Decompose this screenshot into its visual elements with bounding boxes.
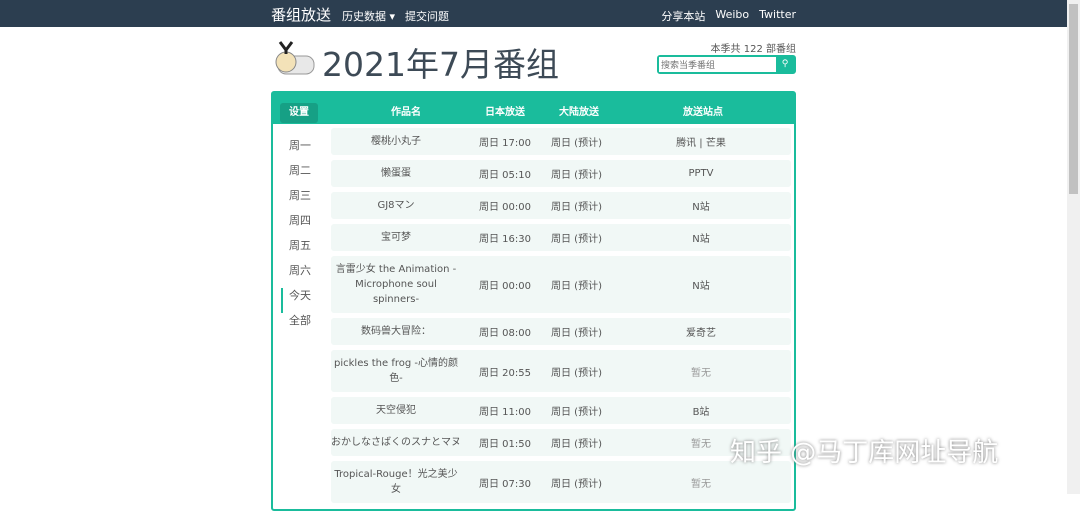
cn-time: 周日 (预计) — [551, 478, 602, 490]
scrollbar[interactable] — [1067, 0, 1080, 494]
cn-time: 周日 (预计) — [551, 138, 602, 149]
watermark: 知乎 @马丁库网址导航 — [730, 438, 999, 468]
table-row[interactable]: Tropical-Rouge！光之美少女 周日 07:30 周日 (预计) 暂无 — [331, 461, 791, 503]
cn-time: 周日 (预计) — [551, 281, 602, 292]
cn-time: 周日 (预计) — [551, 202, 602, 213]
col-site: 放送站点 — [683, 107, 723, 118]
table-row[interactable]: 天空侵犯 周日 11:00 周日 (预计) B站 — [331, 397, 791, 424]
sidebar-day[interactable]: 周三 — [289, 189, 311, 202]
cn-time: 周日 (预计) — [551, 328, 602, 339]
search-input[interactable] — [659, 57, 776, 72]
table-row[interactable]: 懒蛋蛋 周日 05:10 周日 (预计) PPTV — [331, 160, 791, 187]
table-row[interactable]: 樱桃小丸子 周日 17:00 周日 (预计) 腾讯 | 芒果 — [331, 128, 791, 155]
jp-time: 周日 00:00 — [479, 281, 531, 292]
cn-time: 周日 (预计) — [551, 234, 602, 245]
cn-time: 周日 (预计) — [551, 439, 602, 450]
scrollbar-thumb[interactable] — [1069, 4, 1078, 194]
jp-time: 周日 07:30 — [479, 478, 531, 490]
sidebar-day[interactable]: 今天 — [281, 288, 326, 313]
jp-time: 周日 11:00 — [479, 407, 531, 418]
submit-issue-link[interactable]: 提交问题 — [405, 10, 449, 23]
jp-time: 周日 20:55 — [479, 367, 531, 379]
anime-title[interactable]: 天空侵犯 — [376, 405, 416, 416]
table-row[interactable]: 宝可梦 周日 16:30 周日 (预计) N站 — [331, 224, 791, 251]
table-row[interactable]: 数码兽大冒险： 周日 08:00 周日 (预计) 爱奇艺 — [331, 318, 791, 345]
brand-link[interactable]: 番组放送 — [271, 6, 332, 24]
table-row[interactable]: GJ8マン 周日 00:00 周日 (预计) N站 — [331, 192, 791, 219]
sidebar-day[interactable]: 周一 — [289, 139, 311, 152]
col-cn: 大陆放送 — [559, 107, 599, 118]
jp-time: 周日 01:50 — [479, 439, 531, 450]
jp-time: 周日 08:00 — [479, 328, 531, 339]
season-count: 本季共 122 部番组 — [710, 44, 796, 55]
cn-time: 周日 (预计) — [551, 367, 602, 379]
broadcast-site: N站 — [692, 202, 710, 213]
table-row[interactable]: 言雷少女 the Animation -Microphone soul spin… — [331, 256, 791, 313]
navbar: 番组放送 历史数据 ▾ 提交问题 分享本站 Weibo Twitter — [0, 0, 1080, 27]
anime-title[interactable]: 樱桃小丸子 — [371, 136, 421, 147]
broadcast-site: 暂无 — [691, 367, 711, 379]
sidebar-day[interactable]: 周五 — [289, 239, 311, 252]
jp-time: 周日 17:00 — [479, 138, 531, 149]
settings-button[interactable]: 设置 — [280, 103, 318, 123]
broadcast-site: 腾讯 | 芒果 — [676, 138, 726, 149]
schedule-panel: 设置 作品名 日本放送 大陆放送 放送站点 周一周二周三周四周五周六今天 全部 樱… — [271, 91, 796, 511]
anime-title[interactable]: Tropical-Rouge！光之美少女 — [334, 469, 458, 495]
table-row[interactable]: pickles the frog -心情的颜色- 周日 20:55 周日 (预计) 暂… — [331, 350, 791, 392]
day-sidebar: 周一周二周三周四周五周六今天 全部 — [281, 138, 326, 338]
col-name: 作品名 — [391, 107, 421, 118]
anime-title[interactable]: 言雷少女 the Animation -Microphone soul spin… — [335, 264, 457, 305]
jp-time: 周日 05:10 — [479, 170, 531, 181]
broadcast-site: 暂无 — [691, 439, 711, 450]
cn-time: 周日 (预计) — [551, 407, 602, 418]
schedule-list: 樱桃小丸子 周日 17:00 周日 (预计) 腾讯 | 芒果懒蛋蛋 周日 05:10 周日… — [331, 128, 791, 508]
broadcast-site: N站 — [692, 234, 710, 245]
sidebar-day[interactable]: 周四 — [289, 214, 311, 227]
broadcast-site: N站 — [692, 281, 710, 292]
twitter-link[interactable]: Twitter — [759, 8, 796, 21]
anime-title[interactable]: pickles the frog -心情的颜色- — [334, 358, 458, 384]
cn-time: 周日 (预计) — [551, 170, 602, 181]
broadcast-site: B站 — [692, 407, 710, 418]
search-box: ⚲ — [657, 55, 796, 74]
anime-title[interactable]: おかしなさばくのスナとマヌ — [331, 437, 461, 448]
sidebar-day[interactable]: 全部 — [289, 314, 311, 327]
col-jp: 日本放送 — [485, 107, 525, 118]
mascot-logo — [275, 41, 315, 75]
anime-title[interactable]: 数码兽大冒险： — [361, 326, 431, 337]
sidebar-day[interactable]: 周二 — [289, 164, 311, 177]
table-row[interactable]: おかしなさばくのスナとマヌ 周日 01:50 周日 (预计) 暂无 — [331, 429, 791, 456]
page-title: 2021年7月番组 — [322, 45, 559, 84]
weibo-link[interactable]: Weibo — [715, 8, 750, 21]
anime-title[interactable]: GJ8マン — [377, 200, 415, 211]
broadcast-site: PPTV — [688, 168, 714, 179]
table-header: 设置 作品名 日本放送 大陆放送 放送站点 — [273, 93, 794, 124]
search-icon[interactable]: ⚲ — [776, 57, 794, 72]
history-dropdown[interactable]: 历史数据 ▾ — [342, 10, 396, 23]
broadcast-site: 爱奇艺 — [686, 328, 716, 339]
anime-title[interactable]: 宝可梦 — [381, 232, 411, 243]
sidebar-day[interactable]: 周六 — [289, 264, 311, 277]
anime-title[interactable]: 懒蛋蛋 — [381, 168, 411, 179]
broadcast-site: 暂无 — [691, 478, 711, 490]
jp-time: 周日 00:00 — [479, 202, 531, 213]
share-link[interactable]: 分享本站 — [661, 10, 706, 23]
jp-time: 周日 16:30 — [479, 234, 531, 245]
